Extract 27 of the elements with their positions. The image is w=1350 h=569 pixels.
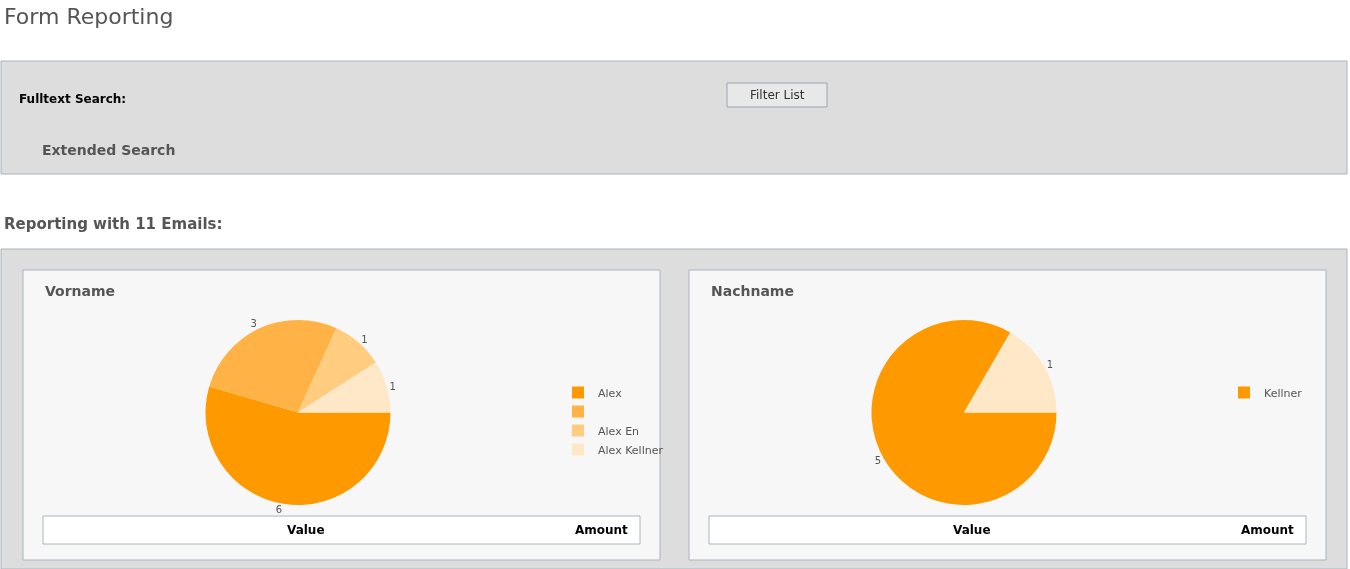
data-label: 1 bbox=[361, 333, 368, 345]
pie-slice bbox=[205, 386, 391, 505]
text: Value bbox=[953, 523, 991, 537]
pie-slice bbox=[298, 362, 391, 413]
data-label: 1 bbox=[389, 380, 396, 392]
data-label: 5 bbox=[874, 454, 882, 466]
text: Form Reporting bbox=[4, 4, 174, 29]
pie-slice bbox=[298, 328, 376, 413]
legend-label: Alex Kellner bbox=[598, 443, 664, 457]
legend-label: Alex bbox=[598, 386, 623, 400]
pie-slice bbox=[871, 320, 1057, 505]
pie-slice bbox=[209, 320, 337, 413]
legend-label: Kellner bbox=[1264, 386, 1303, 400]
text: Amount bbox=[575, 523, 629, 537]
legend-label: Alex En bbox=[598, 424, 640, 438]
data-label: 1 bbox=[1046, 359, 1054, 371]
text: Vorname bbox=[45, 283, 116, 299]
text: Reporting with 11 Emails: bbox=[4, 215, 223, 233]
data-label: 3 bbox=[250, 318, 257, 330]
text: Extended Search bbox=[42, 142, 176, 158]
text: Nachname bbox=[711, 283, 794, 299]
text: Value bbox=[287, 523, 325, 537]
text: Fulltext Search: bbox=[19, 92, 127, 106]
text: Amount bbox=[1241, 523, 1295, 537]
text: Filter List bbox=[750, 88, 805, 102]
pie-slice bbox=[964, 332, 1057, 413]
data-label: 6 bbox=[275, 503, 283, 515]
